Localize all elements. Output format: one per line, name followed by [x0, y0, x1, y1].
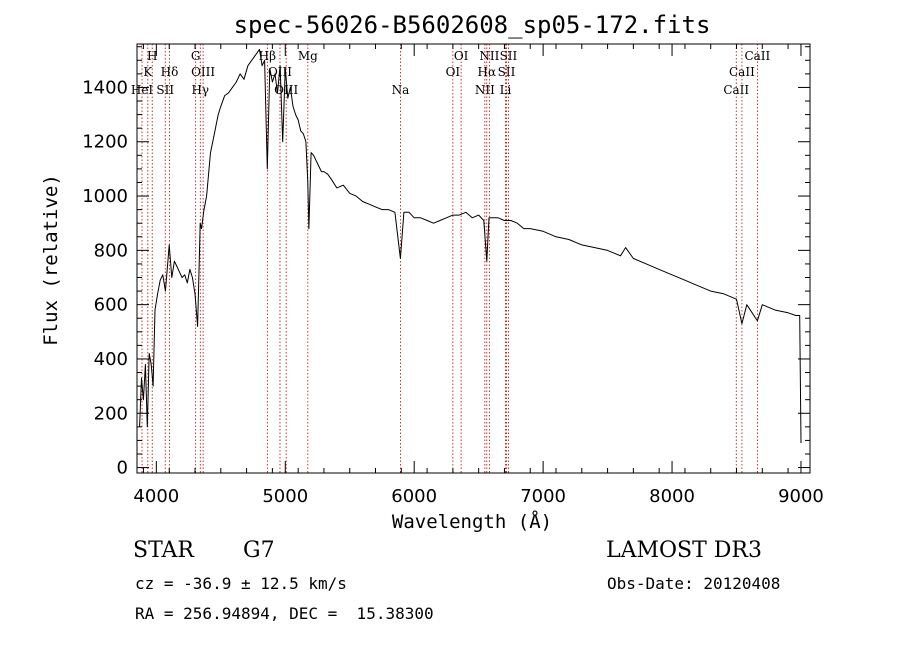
observation-date: Obs-Date: 20120408: [607, 574, 781, 593]
x-tick-label: 5000: [262, 486, 308, 507]
x-tick-label: 6000: [391, 486, 437, 507]
spectrum-flux-line: [139, 48, 802, 444]
spectral-subclass: G7: [243, 538, 275, 563]
spectral-line-label: Na: [392, 83, 410, 97]
y-tick-label: 0: [117, 458, 128, 479]
axis-ticks: 4000 5000 6000 7000 8000 9000 0 200 400 600 800 100…: [82, 44, 824, 507]
spectral-line-label: Hγ: [191, 83, 209, 97]
y-axis-label: Flux (relative): [40, 174, 62, 346]
spectral-line-label: OIII: [191, 65, 215, 79]
redshift-readout: cz = -36.9 ± 12.5 km/s: [135, 574, 347, 593]
spectral-line-label: NII: [479, 49, 499, 63]
y-tick-label: 600: [94, 295, 128, 316]
y-tick-label: 1000: [82, 186, 128, 207]
x-tick-label: 7000: [520, 486, 566, 507]
spectral-line-label: HeI: [131, 83, 154, 97]
spectral-line-label: Hα: [477, 65, 496, 79]
y-tick-label: 1400: [82, 77, 128, 98]
spectral-line-label: H: [147, 49, 157, 63]
spectral-line-label: Li: [500, 83, 512, 97]
spectral-line-label: K: [143, 65, 153, 79]
x-tick-label: 4000: [133, 486, 179, 507]
spectral-line-label: NII: [475, 83, 495, 97]
spectrum-series: [139, 48, 802, 444]
spectral-line-label: OIII: [274, 83, 298, 97]
spectral-line-label: G: [191, 49, 201, 63]
spectral-line-label: SII: [500, 49, 518, 63]
spectral-line-label: OI: [446, 65, 461, 79]
spectral-line-label: OI: [454, 49, 469, 63]
survey-name: LAMOST DR3: [606, 538, 762, 563]
x-axis-label: Wavelength (Å): [392, 510, 552, 533]
y-tick-label: 200: [94, 403, 128, 424]
spectral-line-label: CaII: [723, 83, 749, 97]
y-tick-label: 400: [94, 349, 128, 370]
coordinates-readout: RA = 256.94894, DEC = 15.38300: [135, 604, 434, 623]
y-tick-label: 800: [94, 240, 128, 261]
x-tick-label: 8000: [649, 486, 695, 507]
spectral-line-label: Hδ: [161, 65, 179, 79]
y-tick-label: 1200: [82, 132, 128, 153]
spectral-line-label: CaII: [744, 49, 770, 63]
chart-title: spec-56026-B5602608_sp05-172.fits: [234, 11, 711, 39]
x-tick-label: 9000: [778, 486, 824, 507]
spectral-line-label: Mg: [298, 49, 318, 63]
spectral-line-label: CaII: [729, 65, 755, 79]
spectral-line-label: SII: [156, 83, 174, 97]
object-class: STAR: [133, 538, 194, 563]
plot-frame: [136, 43, 811, 474]
spectral-line-label: Hβ: [259, 49, 276, 63]
spectral-line-label: SII: [498, 65, 516, 79]
